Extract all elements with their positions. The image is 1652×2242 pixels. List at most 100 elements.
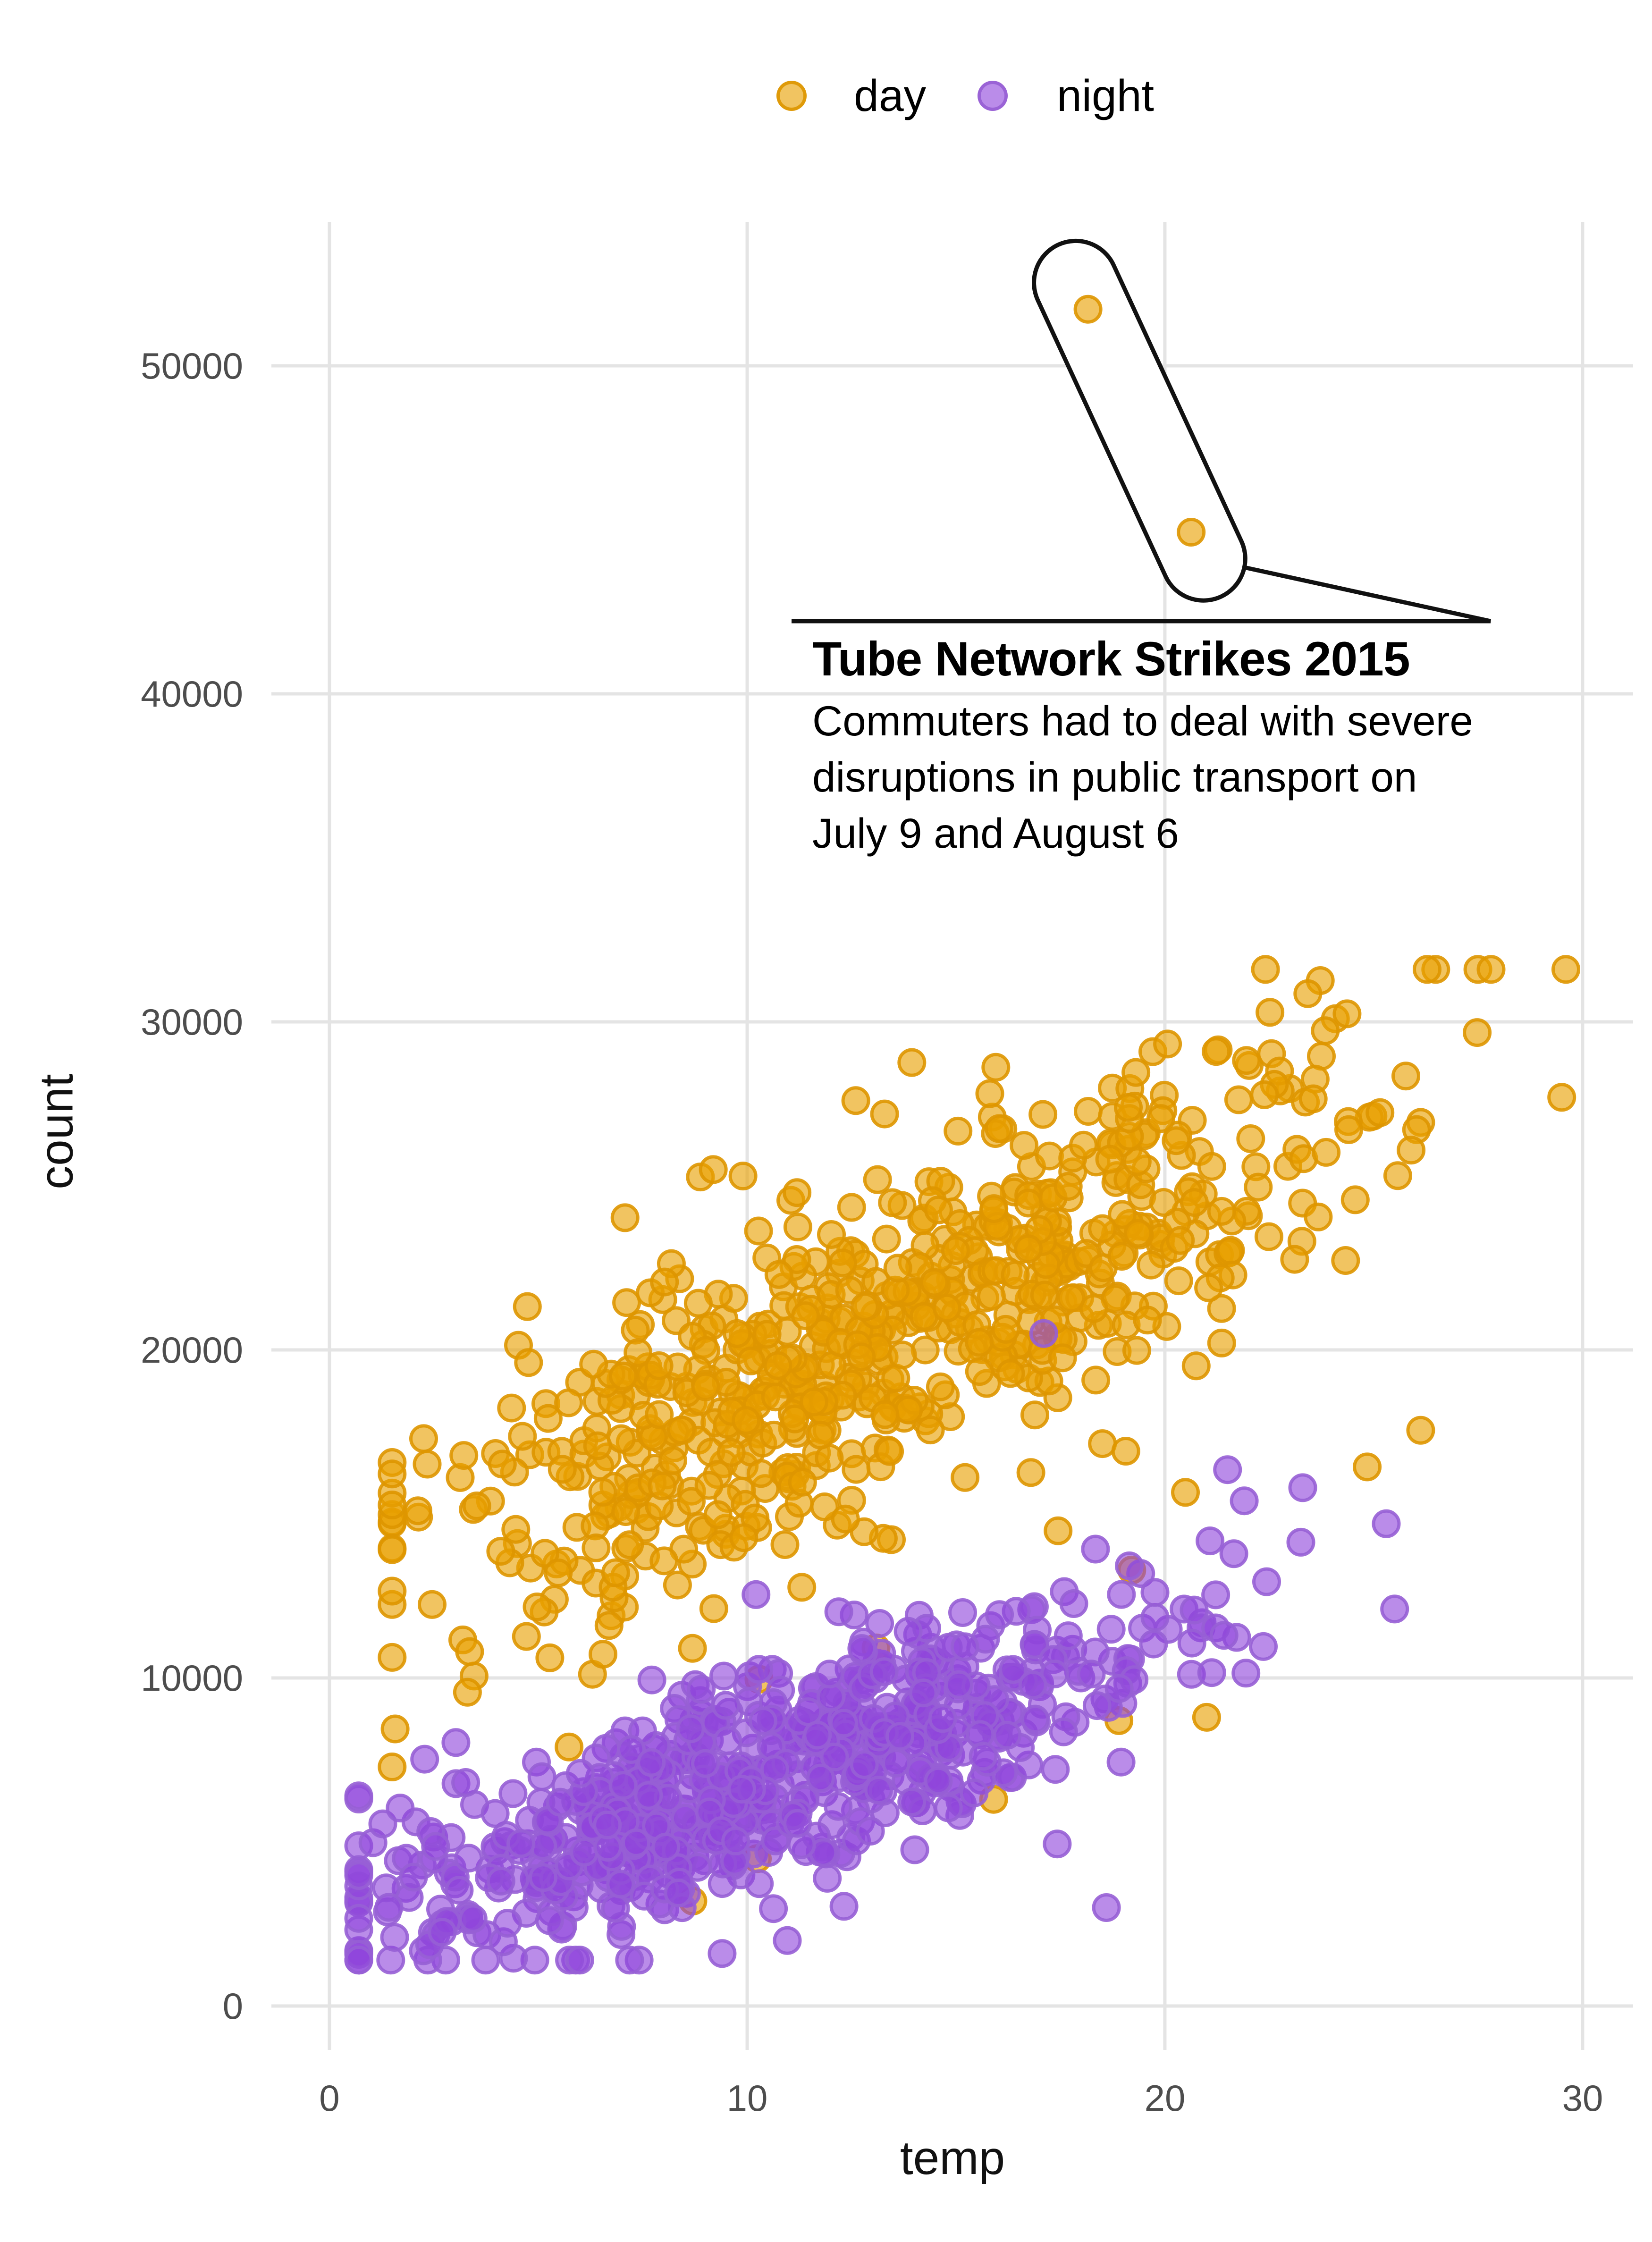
data-point-day: [378, 1535, 407, 1564]
annotation-body-line: Commuters had to deal with severe: [812, 697, 1473, 744]
data-point-day: [703, 1500, 733, 1529]
data-point-night: [486, 1866, 515, 1896]
data-point-day: [403, 1496, 432, 1526]
data-point-day: [610, 1203, 640, 1232]
data-point-day: [453, 1677, 482, 1707]
data-point-day: [544, 1558, 573, 1587]
data-point-day: [607, 1424, 636, 1453]
data-point-day: [1164, 1266, 1193, 1296]
data-point-day: [1020, 1400, 1049, 1430]
data-point-night: [1107, 1580, 1136, 1609]
data-point-night: [869, 1657, 899, 1686]
data-point-day: [1121, 1058, 1151, 1087]
data-point-day: [783, 1213, 812, 1242]
annotation-body-line: disruptions in public transport on: [812, 753, 1417, 801]
data-point-day: [488, 1450, 517, 1479]
data-point-night: [380, 1923, 409, 1952]
data-point-night: [687, 1675, 716, 1704]
annotation-title: Tube Network Strikes 2015: [812, 632, 1410, 686]
data-point-night: [999, 1655, 1028, 1684]
data-point-night: [864, 1776, 893, 1804]
data-point-day: [977, 1281, 1006, 1311]
data-point-night: [1081, 1534, 1110, 1564]
data-point-night: [1230, 1486, 1259, 1516]
data-point-day: [1181, 1351, 1211, 1381]
data-point-day: [791, 1301, 820, 1331]
data-point-day: [1044, 1516, 1073, 1545]
data-point-day: [932, 1293, 961, 1323]
data-point-day: [1406, 1416, 1435, 1445]
x-axis-title: temp: [900, 2132, 1005, 2184]
data-point-night: [1059, 1589, 1088, 1618]
data-point-day: [1216, 1236, 1245, 1265]
data-point-night: [344, 1861, 373, 1890]
data-point-night: [506, 1829, 536, 1858]
data-point-day: [548, 1455, 577, 1484]
data-point-day: [1166, 1226, 1195, 1255]
data-point-night: [498, 1779, 528, 1808]
data-point-night: [344, 1781, 373, 1811]
data-point-day: [486, 1537, 515, 1566]
data-point-day: [1108, 1200, 1137, 1229]
data-point-night: [708, 1939, 737, 1968]
data-point-day: [691, 1372, 720, 1401]
data-point-day: [1236, 1124, 1265, 1153]
data-point-night: [441, 1728, 471, 1757]
data-point-day: [850, 1292, 879, 1322]
data-point-day: [612, 1288, 641, 1317]
data-point-day: [1224, 1085, 1253, 1114]
data-point-day: [1122, 1147, 1152, 1176]
data-point-day: [1332, 999, 1362, 1028]
data-point-day: [583, 1431, 612, 1460]
data-point-day: [716, 1438, 746, 1467]
data-point-day: [944, 1116, 973, 1146]
data-point-night: [565, 1946, 594, 1975]
data-point-day: [1192, 1703, 1221, 1732]
data-point-night: [969, 1742, 998, 1771]
data-point-night: [944, 1670, 974, 1699]
data-point-night: [344, 1946, 373, 1975]
data-point-day: [841, 1086, 870, 1115]
data-point-day: [1298, 1084, 1328, 1113]
data-point-night: [1104, 1674, 1134, 1703]
data-point-day: [1095, 1145, 1124, 1174]
data-point-night: [721, 1826, 750, 1855]
data-point-day: [380, 1714, 410, 1744]
data-point-night: [824, 1792, 853, 1821]
data-point-day: [979, 1194, 1009, 1223]
data-point-night: [948, 1598, 977, 1627]
data-point-night: [399, 1863, 428, 1892]
data-point-day: [645, 1400, 674, 1429]
data-point-day: [531, 1539, 560, 1568]
data-point-day: [1256, 998, 1285, 1027]
data-point-night: [1209, 1621, 1239, 1650]
data-point-night: [428, 1918, 457, 1947]
data-point-day: [729, 1523, 759, 1552]
data-point-night: [924, 1766, 953, 1795]
data-point-day: [806, 1420, 835, 1450]
data-point-day: [1114, 1093, 1143, 1122]
legend-label-night: night: [1057, 71, 1155, 121]
data-point-day: [981, 1053, 1011, 1082]
data-point-night: [454, 1844, 483, 1873]
data-point-day: [897, 1048, 927, 1077]
data-point-day: [780, 1404, 809, 1433]
data-point-night: [529, 1863, 557, 1892]
data-point-day: [418, 1590, 447, 1619]
data-point-night: [410, 1745, 439, 1774]
data-point-day: [1304, 1202, 1333, 1231]
data-point-night: [622, 1828, 651, 1857]
data-point-day: [615, 1530, 644, 1559]
data-point-night: [1082, 1691, 1112, 1720]
x-tick-label-0: 0: [319, 2077, 340, 2119]
data-point-day: [1081, 1365, 1111, 1395]
data-point-night: [480, 1799, 510, 1828]
data-point-day: [1244, 1172, 1273, 1202]
data-point-day: [1153, 1029, 1182, 1059]
data-point-day: [1016, 1458, 1045, 1487]
data-point-day: [535, 1643, 565, 1672]
data-point-night: [664, 1879, 693, 1907]
data-point-day: [644, 1351, 674, 1380]
data-point-night: [813, 1863, 842, 1893]
data-point-day: [694, 1471, 724, 1500]
